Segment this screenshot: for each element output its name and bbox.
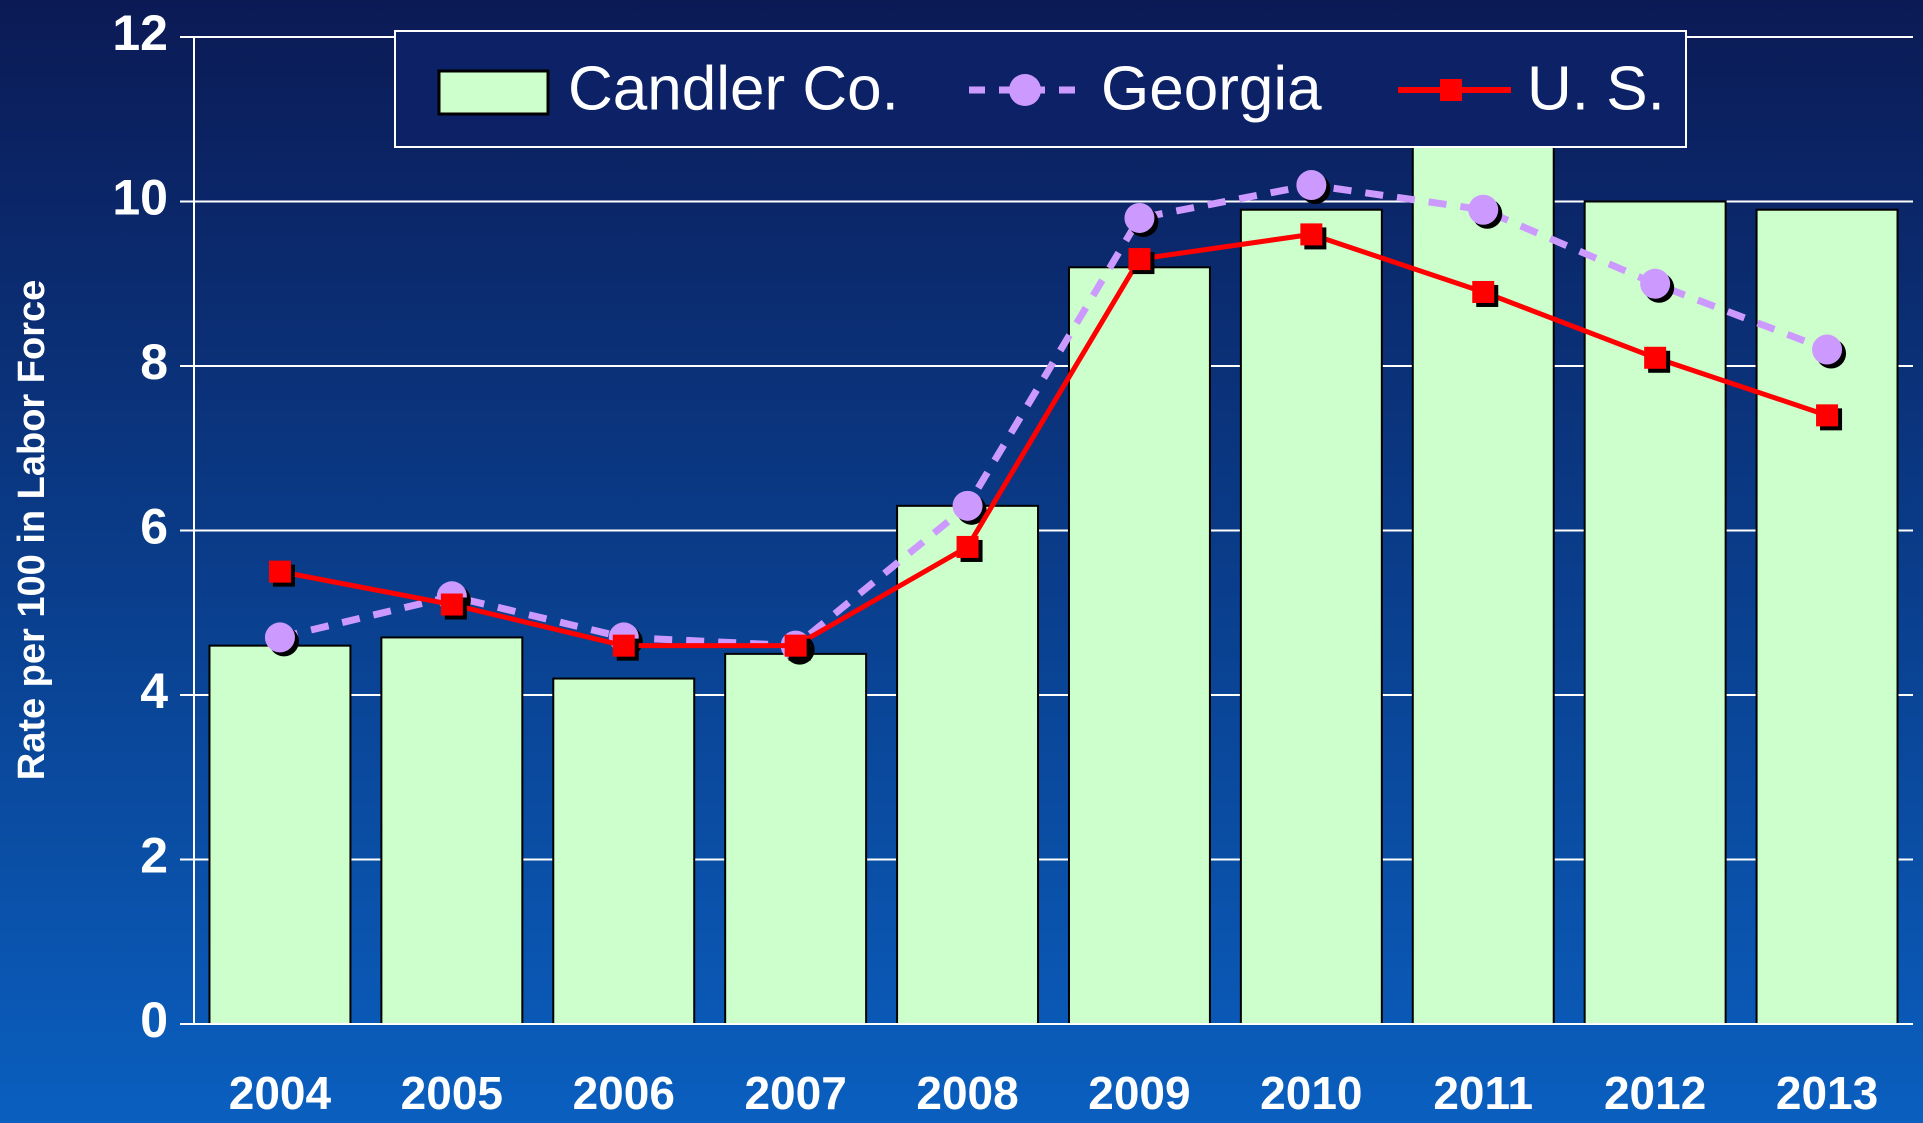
marker (1128, 248, 1151, 271)
bar (380, 636, 524, 1025)
marker (268, 560, 291, 583)
bar (552, 677, 696, 1025)
y-axis-label: Rate per 100 in Labor Force (11, 280, 53, 781)
marker (1124, 202, 1155, 233)
legend-marker (1009, 74, 1041, 106)
marker (1296, 170, 1327, 201)
bar (724, 652, 868, 1025)
y-tick-label: 12 (112, 5, 168, 61)
marker (956, 535, 979, 558)
marker (264, 622, 295, 653)
bar (1239, 208, 1383, 1026)
legend-swatch (437, 69, 550, 116)
x-tick-label: 2010 (1260, 1067, 1362, 1119)
x-tick-label: 2013 (1776, 1067, 1878, 1119)
legend-label: U. S. (1527, 54, 1665, 123)
x-tick-label: 2005 (401, 1067, 503, 1119)
y-tick-label: 6 (140, 499, 168, 555)
x-tick-label: 2007 (744, 1067, 846, 1119)
line (279, 231, 1828, 649)
y-tick-label: 8 (140, 334, 168, 390)
x-tick-label: 2009 (1088, 1067, 1190, 1119)
bar (1067, 266, 1211, 1025)
marker (1300, 223, 1323, 246)
marker (1472, 280, 1495, 303)
legend-label: Georgia (1101, 54, 1322, 123)
y-tick-label: 10 (112, 170, 168, 226)
marker (784, 634, 807, 657)
marker (440, 593, 463, 616)
y-tick-label: 0 (140, 992, 168, 1048)
bar (208, 644, 352, 1026)
line (279, 181, 1829, 650)
marker (952, 490, 983, 521)
bar (896, 504, 1040, 1025)
marker (1468, 194, 1499, 225)
legend-marker (1440, 79, 1462, 101)
legend-label: Candler Co. (568, 54, 899, 123)
x-tick-label: 2008 (916, 1067, 1018, 1119)
marker (1640, 268, 1671, 299)
bar (1755, 208, 1899, 1026)
marker (1812, 334, 1843, 365)
y-tick-label: 2 (140, 828, 168, 884)
x-tick-label: 2012 (1604, 1067, 1706, 1119)
marker (612, 634, 635, 657)
bar (1583, 200, 1727, 1025)
marker (1816, 404, 1839, 427)
marker (1644, 346, 1667, 369)
y-tick-label: 4 (140, 663, 168, 719)
x-tick-label: 2006 (573, 1067, 675, 1119)
x-tick-label: 2011 (1433, 1067, 1533, 1119)
x-tick-label: 2004 (229, 1067, 332, 1119)
